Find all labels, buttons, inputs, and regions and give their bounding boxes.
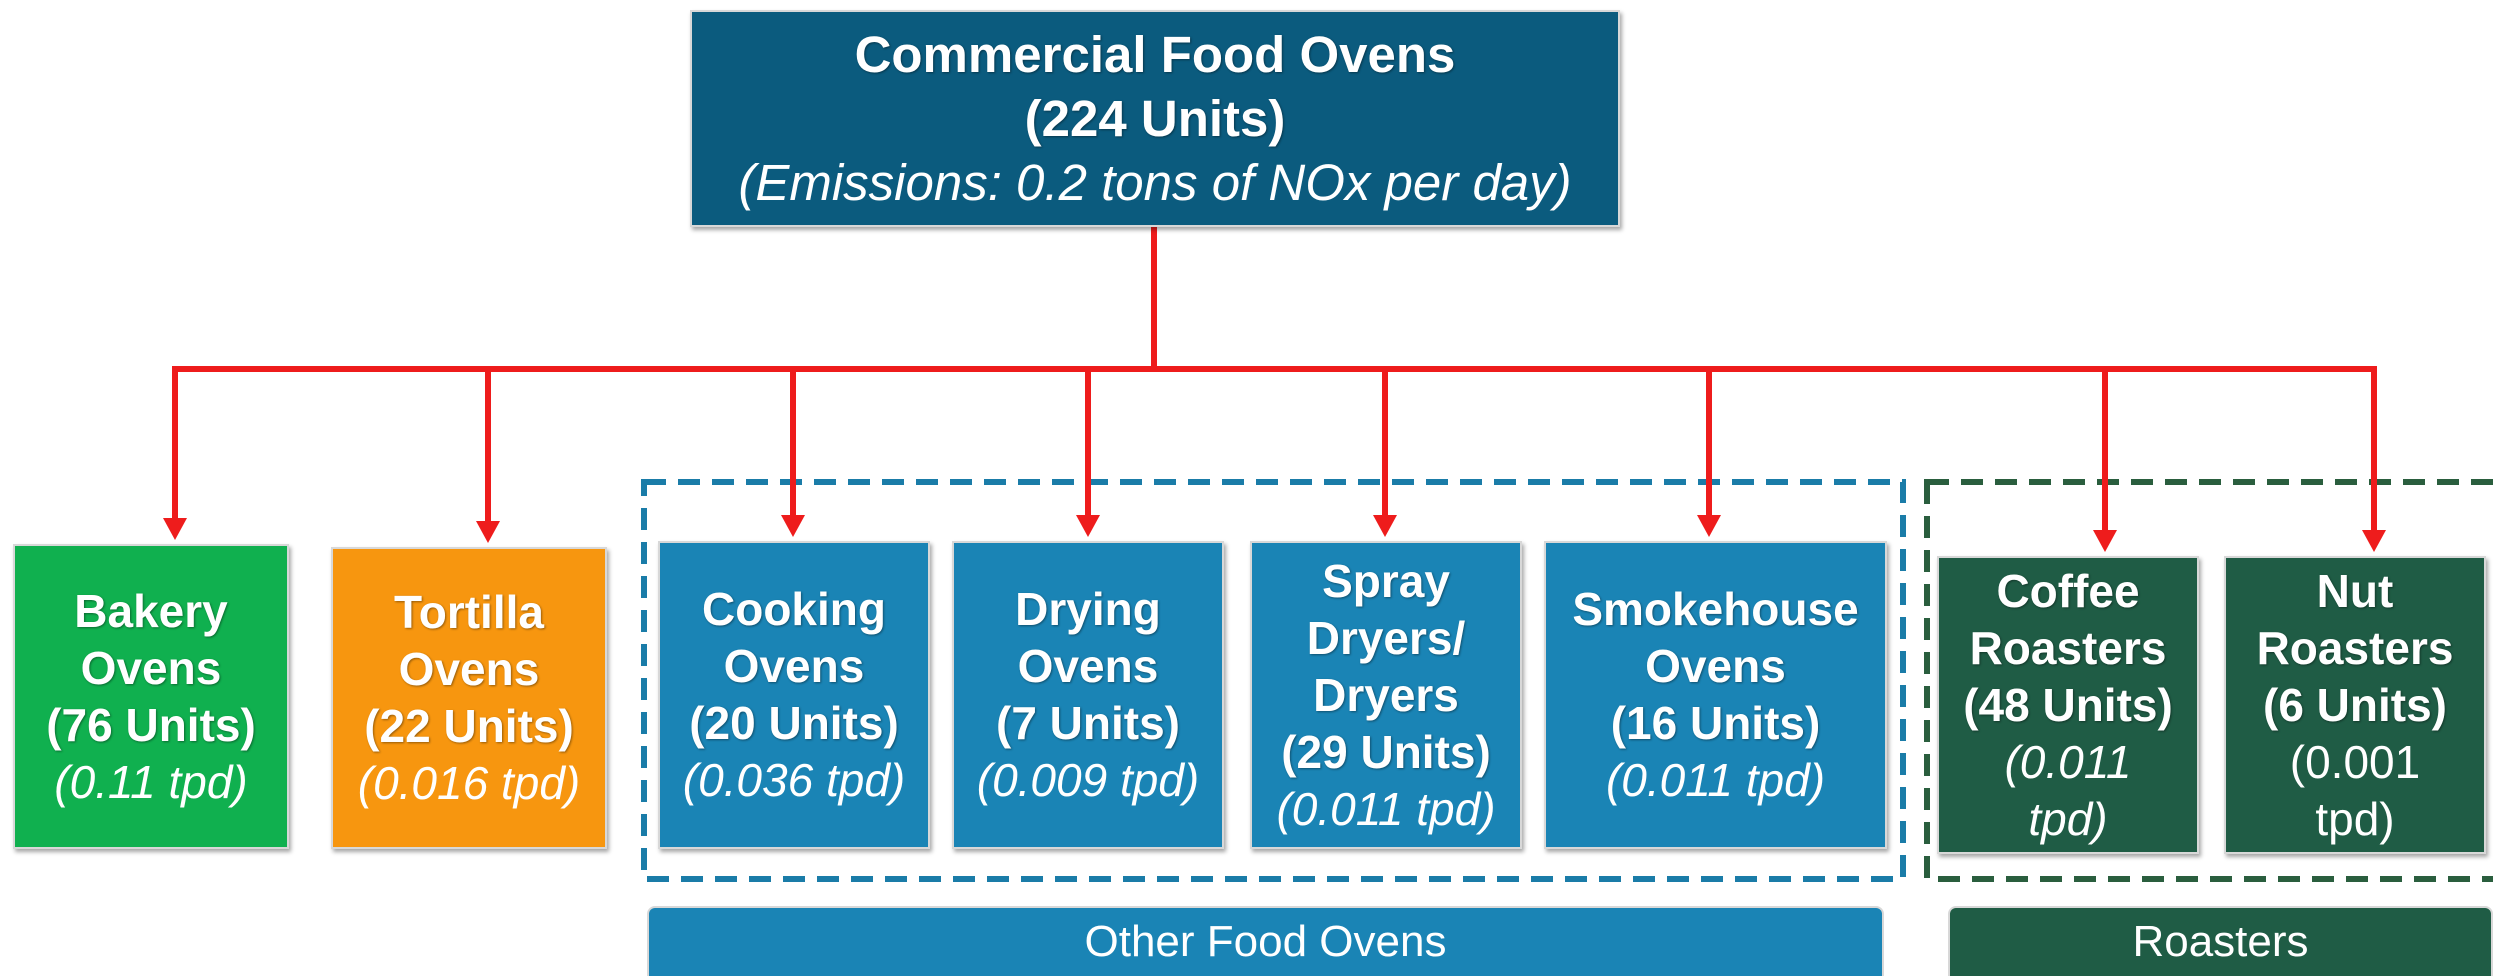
detail-line: (0.011 tpd) — [1276, 782, 1496, 835]
detail-line: (0.011 tpd) — [1605, 754, 1826, 806]
detail-line: tpd) — [2315, 792, 2395, 845]
title-line: (224 Units) — [1024, 89, 1286, 147]
node-box: Bakery Ovens (76 Units) (0.11 tpd) — [13, 544, 289, 849]
title-line: Commercial Food Ovens — [854, 25, 1456, 83]
title-line: (29 Units) — [1281, 725, 1491, 778]
detail-line: (0.016 tpd) — [357, 757, 581, 809]
node-box: Coffee Roasters (48 Units) (0.011 tpd) — [1937, 556, 2199, 854]
node-box: Cooking Ovens (20 Units) (0.036 tpd) — [658, 541, 930, 849]
title-line: Dryers — [1313, 668, 1459, 721]
title-line: Drying — [1015, 583, 1161, 635]
title-line: (6 Units) — [2263, 678, 2447, 731]
title-line: Ovens — [723, 640, 865, 692]
title-line: Nut — [2316, 564, 2394, 617]
title-line: Roasters — [2256, 621, 2454, 674]
detail-line: (0.11 tpd) — [54, 755, 248, 808]
root-box: Commercial Food Ovens (224 Units) (Emissio… — [690, 10, 1620, 227]
detail-line: (0.011 — [2004, 735, 2132, 788]
node-box: Nut Roasters (6 Units) (0.001 tpd) — [2224, 556, 2486, 854]
title-line: Ovens — [80, 641, 222, 694]
group-frame — [1924, 479, 2493, 882]
arrowhead — [1373, 515, 1397, 537]
title-line: (16 Units) — [1610, 697, 1821, 749]
group-label: Other Food Ovens — [647, 906, 1884, 976]
node-box: Tortilla Ovens (22 Units) (0.016 tpd) — [331, 547, 607, 849]
arrowhead — [2093, 530, 2117, 552]
detail-line: (Emissions: 0.2 tons of NOx per day) — [738, 153, 1572, 211]
arrowhead — [163, 518, 187, 540]
detail-line: (0.009 tpd) — [976, 754, 1200, 806]
arrowhead — [1076, 515, 1100, 537]
arrowhead — [2362, 530, 2386, 552]
title-line: (7 Units) — [996, 697, 1180, 749]
arrowhead — [1697, 515, 1721, 537]
node-box: Drying Ovens (7 Units) (0.009 tpd) — [952, 541, 1224, 849]
arrowhead — [476, 521, 500, 543]
title-line: (22 Units) — [364, 700, 574, 752]
detail-line: (0.001 — [2289, 735, 2421, 788]
title-line: Ovens — [1645, 640, 1786, 692]
title-line: Roasters — [1969, 621, 2167, 674]
title-line: Ovens — [398, 643, 540, 695]
title-line: (76 Units) — [46, 698, 256, 751]
node-box: Smokehouse Ovens (16 Units) (0.011 tpd) — [1544, 541, 1887, 849]
group-frame — [641, 479, 1906, 882]
detail-line: tpd) — [2028, 792, 2108, 845]
node-box: Spray Dryers/Dryers (29 Units) (0.011 tpd) — [1250, 541, 1522, 849]
detail-line: (0.036 tpd) — [682, 754, 906, 806]
title-line: Smokehouse — [1572, 583, 1859, 635]
title-line: Coffee — [1996, 564, 2140, 617]
title-line: Ovens — [1017, 640, 1159, 692]
title-line: Spray — [1322, 554, 1450, 607]
title-line: Cooking — [702, 583, 886, 635]
group-label: Roasters — [1948, 906, 2493, 976]
arrowhead — [781, 515, 805, 537]
title-line: (20 Units) — [689, 697, 899, 749]
title-line: Dryers/ — [1306, 611, 1466, 664]
title-line: (48 Units) — [1963, 678, 2173, 731]
title-line: Tortilla — [394, 586, 544, 638]
title-line: Bakery — [74, 584, 228, 637]
